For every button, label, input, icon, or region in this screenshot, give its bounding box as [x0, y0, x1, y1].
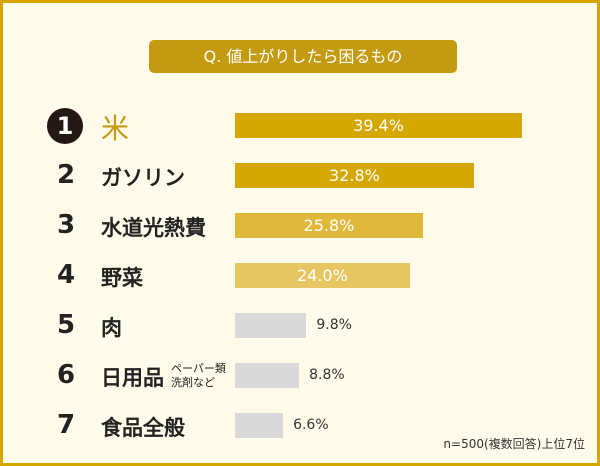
category-label: ガソリン — [101, 165, 185, 190]
rank-number: 5 — [56, 309, 76, 340]
chart-title: Q. 値上がりしたら困るもの — [149, 40, 457, 73]
rank-number: 2 — [56, 159, 76, 190]
bar-4 — [235, 263, 410, 288]
category-label: 野菜 — [101, 265, 143, 290]
category-label: 日用品 — [101, 365, 164, 390]
category-label: 肉 — [101, 315, 122, 340]
value-label: 32.8% — [329, 166, 380, 185]
value-label: 8.8% — [309, 367, 345, 383]
bar-7 — [235, 413, 284, 438]
rank-number: 6 — [56, 359, 76, 390]
footnote: n=500(複数回答)上位7位 — [443, 437, 585, 451]
value-label: 39.4% — [353, 116, 404, 135]
value-label: 24.0% — [296, 266, 348, 285]
bar-1 — [235, 113, 522, 138]
bar-6 — [235, 363, 300, 388]
category-label: 米 — [101, 111, 130, 145]
bar-3 — [235, 213, 423, 238]
value-label: 25.8% — [303, 216, 355, 235]
category-label: 水道光熱費 — [101, 215, 206, 240]
rank-number: 3 — [56, 209, 76, 240]
category-note: ペーパー類 洗剤など — [171, 361, 226, 389]
value-label: 9.8% — [316, 317, 352, 333]
bar-2 — [235, 163, 474, 188]
rank-number: 4 — [56, 259, 76, 290]
value-label: 6.6% — [293, 417, 329, 433]
bar-5 — [235, 313, 307, 338]
category-label: 食品全般 — [101, 415, 185, 440]
rank-number: 1 — [47, 107, 83, 144]
rank-number: 7 — [56, 409, 76, 440]
